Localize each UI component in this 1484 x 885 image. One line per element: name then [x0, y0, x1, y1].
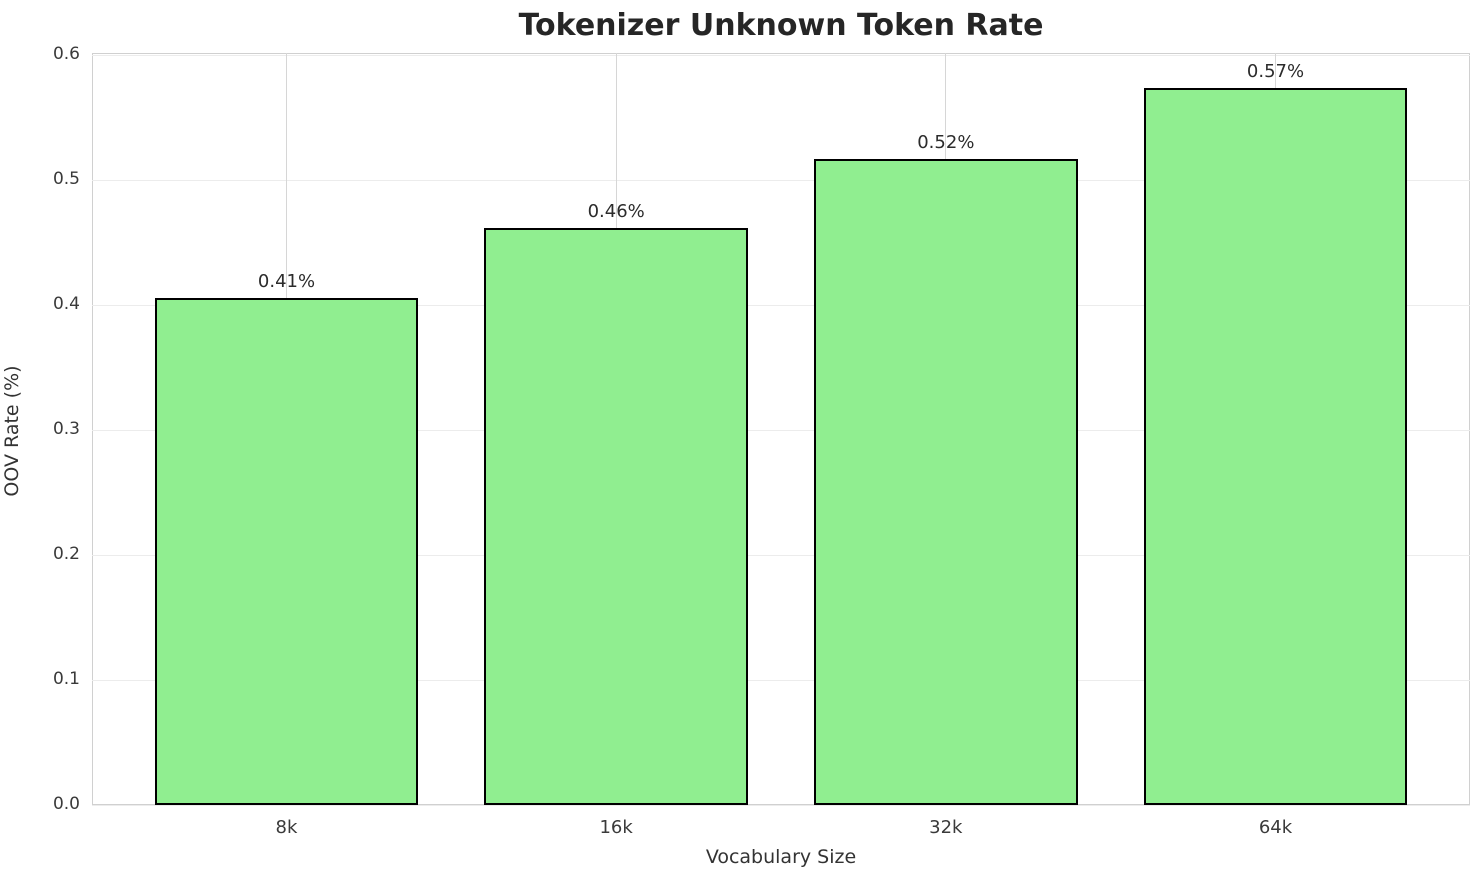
gridline-horizontal [92, 179, 1470, 181]
bar [154, 297, 419, 805]
x-tick-label: 8k [275, 817, 298, 838]
bar-value-label: 0.52% [917, 132, 975, 154]
y-tick-label: 0.1 [52, 669, 80, 690]
chart-title: Tokenizer Unknown Token Rate [518, 8, 1044, 43]
gridline-horizontal [92, 554, 1470, 556]
bar [1143, 87, 1408, 805]
gridline-horizontal [92, 804, 1470, 806]
gridline-horizontal [92, 304, 1470, 306]
x-tick-label: 64k [1258, 817, 1293, 838]
gridline-horizontal [92, 429, 1470, 431]
y-tick-label: 0.5 [52, 169, 80, 190]
bar [813, 159, 1078, 805]
bar-value-label: 0.57% [1246, 60, 1305, 82]
x-axis-label: Vocabulary Size [705, 846, 857, 868]
bar-value-label: 0.46% [587, 200, 645, 222]
gridline-horizontal [92, 54, 1470, 56]
bar [484, 227, 749, 805]
y-tick-label: 0.0 [52, 794, 80, 814]
bar-value-label: 0.41% [257, 270, 316, 292]
y-tick-label: 0.6 [52, 44, 80, 65]
gridline-horizontal [92, 679, 1470, 681]
y-tick-label: 0.3 [52, 419, 80, 440]
y-tick-label: 0.4 [52, 294, 80, 315]
x-tick-label: 16k [599, 817, 633, 838]
x-tick-label: 32k [929, 817, 963, 838]
y-tick-label: 0.2 [52, 544, 80, 565]
